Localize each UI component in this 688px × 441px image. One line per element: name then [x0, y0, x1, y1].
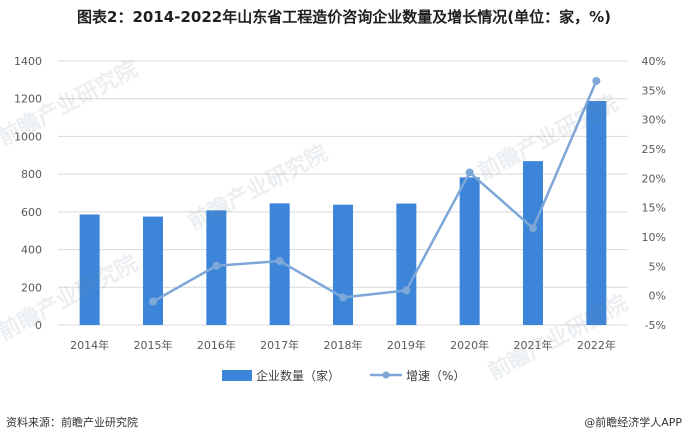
x-tick-label: 2019年: [387, 338, 426, 352]
x-tick-label: 2014年: [70, 338, 109, 352]
left-axis-ticks: 0 200 400 600 800 1000 1200 1400: [14, 55, 42, 332]
growth-point: [149, 297, 157, 306]
right-tick-label: 25%: [642, 143, 666, 156]
x-axis-ticks: 2014年 2015年 2016年 2017年 2018年 2019年 2020年 2021年…: [70, 338, 616, 352]
right-tick-label: 35%: [642, 84, 666, 97]
left-tick-label: 600: [21, 206, 42, 219]
right-tick-label: -5%: [645, 319, 666, 332]
x-tick-label: 2017年: [260, 338, 299, 352]
left-tick-label: 400: [21, 244, 42, 257]
legend: 企业数量（家） 增速（%）: [222, 368, 465, 383]
bar: [143, 216, 163, 325]
left-tick-label: 1400: [14, 55, 42, 68]
bar-series: [79, 100, 607, 325]
growth-point: [529, 224, 537, 233]
right-tick-label: 15%: [642, 202, 666, 215]
left-tick-label: 800: [21, 168, 42, 181]
brand-credit: @前瞻经济学人APP: [584, 416, 682, 429]
bar: [459, 177, 480, 325]
left-tick-label: 0: [35, 319, 42, 332]
growth-point: [592, 76, 601, 85]
right-axis-ticks: -5% 0% 5% 10% 15% 20% 25% 30% 35% 40%: [642, 55, 666, 332]
right-tick-label: 30%: [642, 114, 666, 127]
right-tick-label: 0%: [649, 290, 666, 303]
growth-point: [212, 261, 221, 270]
bar: [79, 214, 100, 325]
right-tick-label: 40%: [642, 55, 666, 68]
growth-point: [339, 293, 347, 302]
bar: [396, 203, 417, 325]
left-tick-label: 1000: [14, 130, 42, 143]
left-tick-label: 1200: [14, 93, 42, 106]
chart-title: 图表2：2014-2022年山东省工程造价咨询企业数量及增长情况(单位：家，%): [77, 8, 611, 26]
right-tick-label: 20%: [642, 172, 666, 185]
growth-point: [465, 168, 474, 177]
line-series: [149, 76, 601, 306]
legend-bar-swatch: [222, 370, 252, 381]
x-tick-label: 2020年: [450, 338, 489, 352]
x-tick-label: 2016年: [197, 338, 236, 352]
growth-line: [152, 80, 598, 303]
legend-bar-label: 企业数量（家）: [256, 368, 340, 383]
legend-line-marker: [382, 371, 390, 379]
legend-line-label: 增速（%）: [406, 369, 465, 383]
bar: [333, 204, 353, 325]
x-tick-label: 2021年: [514, 338, 553, 352]
x-tick-label: 2018年: [324, 338, 363, 352]
bar: [586, 100, 607, 325]
bar: [523, 161, 543, 325]
right-tick-label: 5%: [649, 260, 666, 273]
right-tick-label: 10%: [642, 231, 666, 244]
growth-point: [275, 257, 284, 266]
x-tick-label: 2015年: [134, 338, 173, 352]
left-tick-label: 200: [21, 281, 42, 294]
growth-point: [402, 286, 411, 295]
source-note: 资料来源：前瞻产业研究院: [6, 416, 138, 429]
x-tick-label: 2022年: [577, 338, 616, 352]
